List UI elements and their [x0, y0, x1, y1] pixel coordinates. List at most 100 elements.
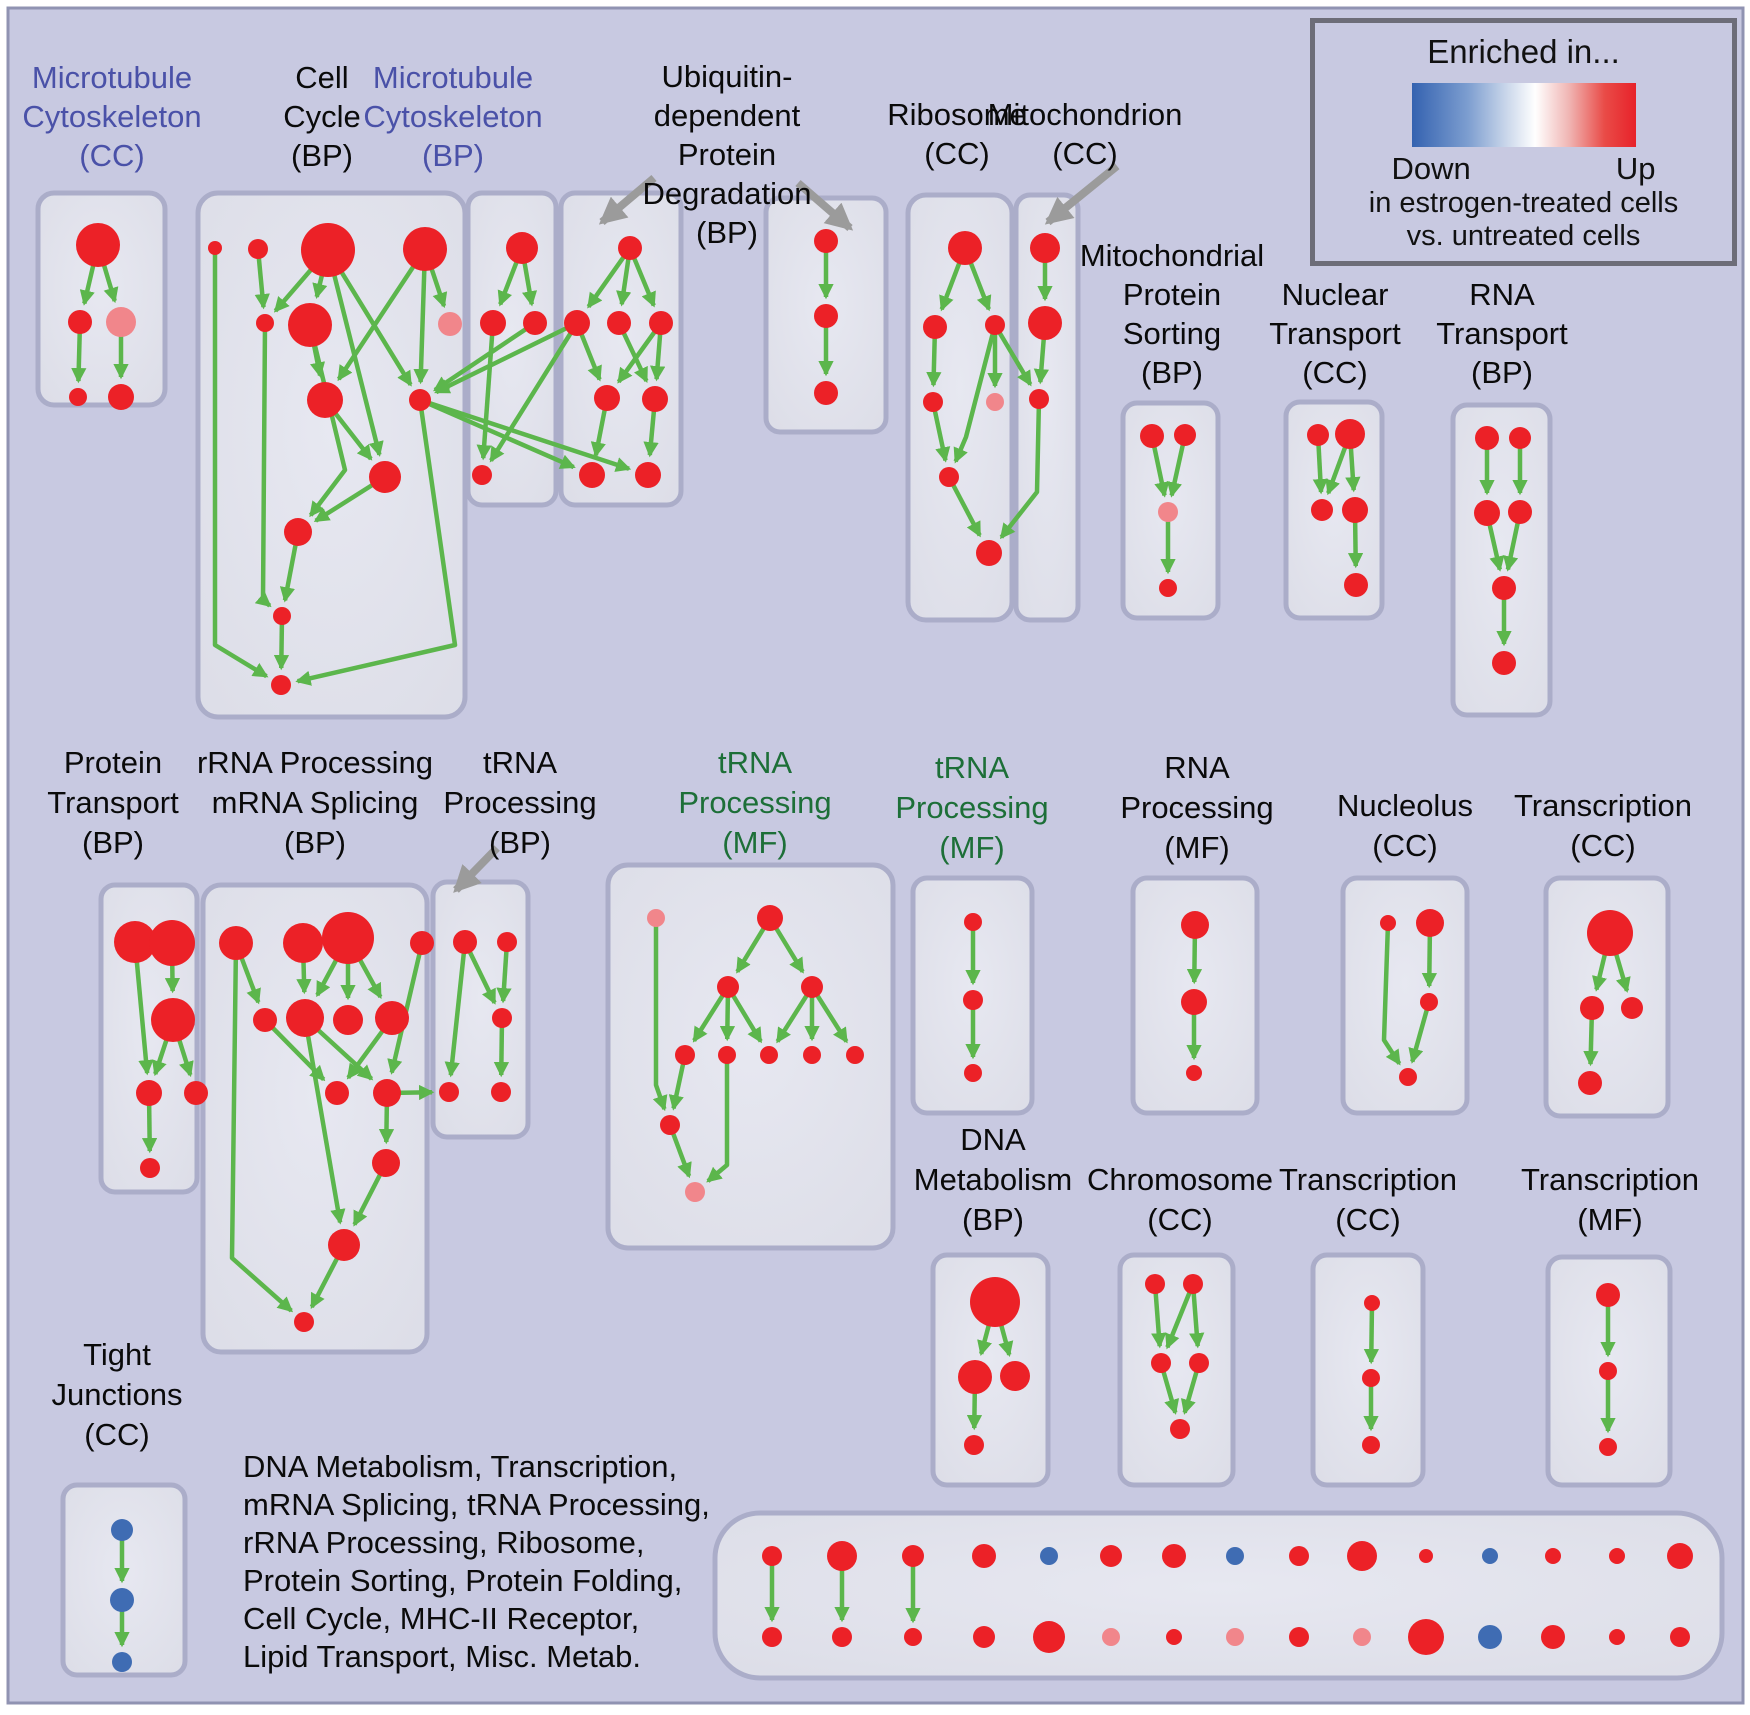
go-term-node-red — [1311, 499, 1333, 521]
go-term-node-blue — [1478, 1625, 1502, 1649]
go-term-node-red — [271, 675, 291, 695]
note-line: rRNA Processing, Ribosome, — [243, 1525, 645, 1560]
go-term-node-red — [1335, 419, 1365, 449]
go-term-node-red — [328, 1229, 360, 1261]
label-pointer-arrow — [1044, 162, 1120, 226]
cluster-label-trnabp: tRNA Processing (BP) — [443, 745, 596, 860]
go-term-node-red — [492, 1008, 512, 1028]
legend-gradient-bar — [1411, 83, 1636, 147]
legend-up-label: Up — [1615, 151, 1656, 186]
cluster-label-transcc2: Transcription (CC) — [1279, 1162, 1457, 1237]
relation-arrow — [1381, 922, 1402, 1066]
go-term-node-red — [1492, 576, 1516, 600]
go-term-node-pink — [685, 1182, 705, 1202]
cluster-label-mt_cc: Microtubule Cytoskeleton (CC) — [22, 60, 201, 173]
go-term-node-red — [372, 1149, 400, 1177]
go-term-node-red — [1609, 1548, 1625, 1564]
go-term-node-red — [660, 1115, 680, 1135]
relation-arrow — [229, 942, 294, 1313]
go-term-node-red — [904, 1628, 922, 1646]
go-term-node-blue — [112, 1652, 132, 1672]
go-term-node-red — [1408, 1619, 1444, 1655]
go-term-node-red — [1670, 1627, 1690, 1647]
go-term-node-red — [1028, 306, 1062, 340]
cluster-label-dnam: DNA Metabolism (BP) — [914, 1122, 1073, 1237]
go-term-node-red — [286, 999, 324, 1037]
go-term-node-red — [1509, 427, 1531, 449]
go-term-node-red — [1186, 1065, 1202, 1081]
go-term-node-red — [607, 311, 631, 335]
go-term-node-red — [1621, 997, 1643, 1019]
note-line: Cell Cycle, MHC-II Receptor, — [243, 1601, 640, 1636]
go-term-node-red — [208, 241, 222, 255]
go-term-node-red — [497, 932, 517, 952]
go-term-node-red — [1578, 1071, 1602, 1095]
go-term-node-red — [151, 998, 195, 1042]
go-term-node-red — [635, 462, 661, 488]
relation-arrow — [307, 324, 348, 518]
go-term-node-red — [1416, 909, 1444, 937]
go-term-node-red — [248, 239, 268, 259]
go-term-node-red — [762, 1627, 782, 1647]
go-term-node-pink — [1226, 1628, 1244, 1646]
go-term-node-red — [523, 311, 547, 335]
go-term-node-red — [453, 930, 477, 954]
go-term-node-red — [1475, 426, 1499, 450]
go-term-node-red — [718, 1046, 736, 1064]
go-term-node-red — [1145, 1274, 1165, 1294]
cluster-box-mt_cc — [35, 190, 168, 408]
cluster-box-nucleolus — [1340, 875, 1470, 1116]
label-pointer-arrow — [453, 845, 500, 893]
go-term-node-red — [1170, 1419, 1190, 1439]
relation-arrow — [947, 475, 982, 538]
cluster-label-mt_bp: Microtubule Cytoskeleton (BP) — [363, 60, 542, 173]
go-term-node-pink — [106, 307, 136, 337]
go-term-node-red — [1380, 915, 1396, 931]
go-term-node-red — [307, 382, 343, 418]
go-term-node-red — [814, 381, 838, 405]
cluster-label-tight: Tight Junctions (CC) — [52, 1337, 183, 1452]
go-term-node-red — [642, 386, 668, 412]
relation-arrow — [433, 321, 537, 392]
go-term-node-pink — [438, 312, 462, 336]
cluster-label-ribosome: Ribosome (CC) — [887, 97, 1027, 171]
go-term-node-red — [1596, 1283, 1620, 1307]
go-term-node-red — [972, 1544, 996, 1568]
relation-arrow — [1165, 1283, 1196, 1350]
cluster-label-cell_cycle: Cell Cycle (BP) — [283, 60, 361, 173]
go-term-node-red — [649, 311, 673, 335]
go-term-node-red — [923, 392, 943, 412]
go-term-node-red — [288, 303, 332, 347]
go-term-node-red — [219, 926, 253, 960]
cluster-box-transcc1 — [1543, 875, 1671, 1119]
go-term-node-red — [814, 229, 838, 253]
go-term-node-red — [1174, 424, 1196, 446]
go-term-node-red — [1189, 1353, 1209, 1373]
cluster-label-chrom: Chromosome (CC) — [1087, 1162, 1273, 1237]
go-term-node-red — [1000, 1361, 1030, 1391]
go-term-node-red — [1508, 500, 1532, 524]
relation-arrow — [1151, 1283, 1167, 1349]
go-term-node-red — [675, 1045, 695, 1065]
go-term-node-red — [964, 1435, 984, 1455]
go-term-node-red — [301, 223, 355, 277]
go-term-node-red — [964, 913, 982, 931]
go-term-node-red — [283, 923, 323, 963]
go-term-node-red — [1420, 993, 1438, 1011]
go-term-node-red — [256, 314, 274, 332]
go-term-node-red — [902, 1545, 924, 1567]
go-term-node-red — [1166, 1629, 1182, 1645]
go-term-node-red — [140, 1158, 160, 1178]
go-term-node-red — [1364, 1295, 1380, 1311]
go-term-node-red — [480, 310, 506, 336]
go-term-node-red — [618, 236, 642, 260]
go-term-node-red — [322, 912, 374, 964]
relation-arrow — [419, 397, 632, 472]
go-term-node-red — [472, 465, 492, 485]
go-term-node-red — [1140, 424, 1164, 448]
relation-arrow — [993, 323, 1033, 387]
go-term-node-red — [760, 1046, 778, 1064]
go-term-node-blue — [111, 1519, 133, 1541]
go-term-node-red — [253, 1008, 277, 1032]
